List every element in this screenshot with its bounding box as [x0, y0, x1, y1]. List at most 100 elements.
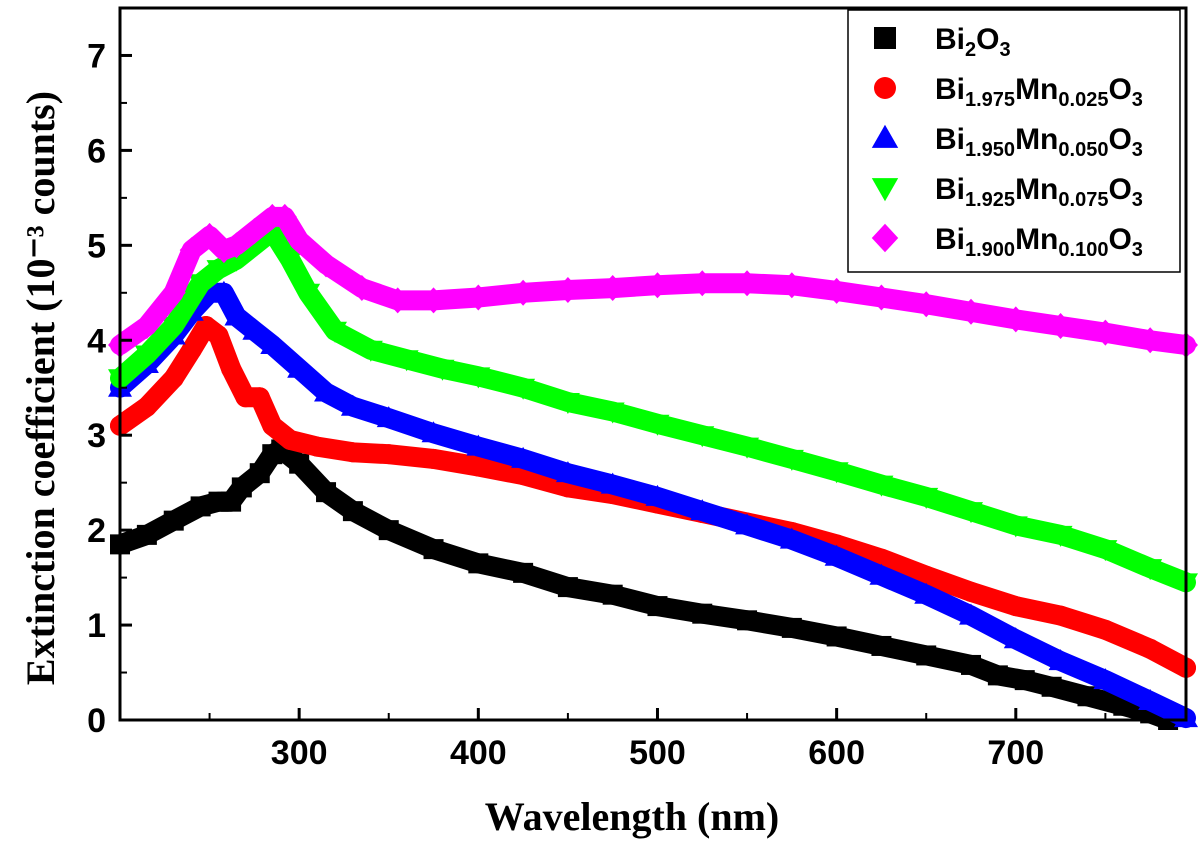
data-point: [959, 603, 984, 625]
data-point: [235, 387, 256, 408]
data-point: [181, 339, 202, 360]
data-point: [430, 359, 455, 381]
data-point: [314, 380, 339, 402]
data-point: [342, 501, 363, 522]
legend-marker: [871, 124, 899, 148]
data-point: [737, 610, 758, 631]
data-point: [869, 563, 894, 585]
data-point: [555, 392, 580, 414]
legend-label: Bi1.950Mn0.050O3: [935, 123, 1143, 161]
data-point: [602, 584, 623, 605]
data-point: [423, 539, 444, 560]
data-point: [1093, 668, 1118, 690]
data-point: [1048, 525, 1073, 547]
data-point: [600, 472, 625, 494]
series-3: [108, 280, 1198, 729]
data-point: [1048, 649, 1073, 671]
data-point: [289, 453, 310, 474]
legend-marker: [874, 27, 896, 49]
data-point: [987, 665, 1008, 686]
data-point: [1041, 676, 1062, 697]
data-point: [342, 442, 363, 463]
x-axis-title: Wavelength (nm): [485, 794, 779, 839]
data-point: [1138, 689, 1163, 711]
data-point: [916, 645, 937, 666]
data-point: [824, 462, 849, 484]
data-point: [826, 626, 847, 647]
data-point: [779, 527, 804, 549]
data-point: [394, 350, 419, 372]
data-point: [871, 635, 892, 656]
data-point: [690, 270, 715, 297]
data-point: [231, 477, 252, 498]
data-point: [1003, 627, 1028, 649]
data-point: [262, 415, 283, 436]
y-tick-label: 5: [87, 227, 106, 265]
x-tick-label: 300: [271, 734, 328, 772]
data-point: [179, 237, 204, 264]
data-point: [163, 368, 184, 389]
legend-item: Bi1.950Mn0.050O3: [871, 123, 1143, 161]
data-point: [1048, 313, 1073, 340]
data-point: [188, 274, 213, 296]
data-point: [961, 654, 982, 675]
data-point: [340, 394, 365, 416]
data-point: [287, 227, 312, 254]
legend-item: Bi1.925Mn0.075O3: [871, 173, 1143, 211]
x-tick-label: 600: [808, 734, 865, 772]
data-point: [358, 340, 383, 362]
data-point: [1050, 605, 1071, 626]
data-point: [735, 513, 760, 535]
legend-item: Bi1.900Mn0.100O3: [871, 223, 1143, 261]
data-point: [1140, 638, 1161, 659]
data-point: [1095, 619, 1116, 640]
data-point: [914, 487, 939, 509]
data-point: [1077, 686, 1098, 707]
data-point: [1014, 670, 1035, 691]
series-5: [108, 203, 1198, 359]
data-point: [163, 510, 184, 531]
data-point: [511, 446, 536, 468]
data-point: [161, 279, 186, 306]
data-point: [197, 222, 222, 249]
y-axis-title: Extinction coefficient (10⁻³ counts): [18, 91, 63, 685]
data-point: [600, 402, 625, 424]
legend-item: Bi2O3: [874, 23, 1011, 61]
data-point: [557, 577, 578, 598]
data-point: [1005, 596, 1026, 617]
data-point: [296, 283, 321, 305]
plot-frame: [118, 6, 1188, 722]
data-point: [161, 317, 186, 339]
legend-marker: [871, 223, 899, 253]
data-point: [1138, 559, 1163, 581]
data-point: [824, 277, 849, 304]
data-point: [466, 367, 491, 389]
data-point: [136, 524, 157, 545]
data-point: [916, 565, 937, 586]
data-point: [307, 436, 328, 457]
data-point: [555, 461, 580, 483]
data-point: [260, 333, 285, 355]
data-point: [961, 581, 982, 602]
data-point: [735, 437, 760, 459]
data-point: [914, 291, 939, 318]
data-layer: [108, 203, 1198, 730]
data-point: [735, 270, 760, 297]
data-point: [249, 463, 270, 484]
legend-box: [847, 9, 1181, 273]
data-point: [1003, 516, 1028, 538]
data-point: [600, 275, 625, 302]
data-point: [692, 603, 713, 624]
data-point: [272, 203, 297, 230]
data-point: [555, 276, 580, 303]
data-point: [287, 356, 312, 378]
data-point: [914, 582, 939, 604]
data-point: [1093, 319, 1118, 346]
data-point: [349, 275, 374, 302]
data-point: [385, 287, 410, 314]
data-point: [1138, 327, 1163, 354]
data-point: [869, 475, 894, 497]
data-point: [513, 562, 534, 583]
data-point: [206, 260, 231, 282]
